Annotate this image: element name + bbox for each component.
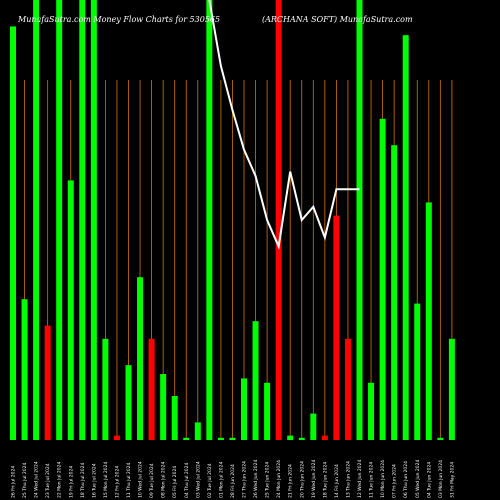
x-tick-label: 04 Thu Jul 2024 [184, 463, 190, 498]
bar [241, 378, 247, 440]
x-tick-label: 24 Wed Jul 2024 [34, 461, 40, 498]
bar [113, 435, 120, 440]
x-tick-label: 26 Wed Jun 2024 [253, 460, 259, 498]
x-tick-label: 19 Fri Jul 2024 [68, 466, 74, 498]
bar [183, 437, 190, 440]
x-tick-label: 25 Thu Jul 2024 [22, 463, 28, 498]
bar [217, 437, 224, 440]
bar [264, 382, 271, 440]
bar [275, 0, 282, 440]
bar [44, 325, 51, 440]
x-tick-label: 12 Fri Jul 2024 [114, 466, 120, 498]
bar [402, 35, 409, 440]
x-tick-label: 03 Wed Jul 2024 [195, 461, 201, 498]
x-tick-label: 22 Mon Jul 2024 [57, 461, 63, 498]
x-tick-label: 20 Thu Jun 2024 [299, 461, 305, 498]
x-tick-label: 31 Fri May 2024 [449, 462, 455, 498]
x-tick-label: 11 Tue Jun 2024 [369, 462, 375, 498]
x-tick-label: 15 Mon Jul 2024 [103, 461, 109, 498]
x-tick-label: 04 Tue Jun 2024 [426, 462, 432, 498]
x-tick-label: 06 Thu Jun 2024 [403, 461, 409, 498]
bar [160, 374, 167, 440]
x-tick-label: 24 Mon Jun 2024 [276, 460, 282, 498]
bar [379, 118, 386, 441]
bar [56, 0, 63, 440]
bar [10, 26, 16, 441]
bar [21, 299, 28, 440]
bar [356, 0, 363, 440]
bar [90, 0, 97, 440]
bar [229, 437, 236, 440]
x-tick-label: 10 Mon Jun 2024 [380, 460, 386, 498]
x-tick-label: 21 Fri Jun 2024 [288, 464, 294, 498]
bar [171, 396, 178, 440]
bar [391, 145, 398, 440]
bar [425, 202, 432, 440]
bar [137, 277, 144, 440]
x-tick-label: 28 Fri Jun 2024 [230, 464, 236, 498]
bar [287, 435, 294, 440]
bar [67, 180, 74, 440]
bar [437, 437, 444, 440]
x-tick-label: 02 Tue Jul 2024 [207, 463, 213, 498]
x-tick-label: 19 Wed Jun 2024 [311, 460, 317, 498]
x-tick-label: 10 Wed Jul 2024 [138, 461, 144, 498]
bar [333, 215, 340, 440]
bar [79, 0, 86, 440]
bar [33, 0, 40, 440]
bar [148, 338, 155, 440]
x-tick-label: 11 Thu Jul 2024 [126, 463, 132, 498]
bar [206, 0, 213, 440]
x-tick-label: 26 Fri Jul 2024 [11, 466, 17, 498]
x-tick-label: 05 Fri Jul 2024 [172, 466, 178, 498]
trend-line-group [208, 0, 360, 250]
chart-title-left: MunafaSutra.com Money Flow Charts for 53… [17, 15, 220, 24]
x-tick-labels: 26 Fri Jul 2024 25 Thu Jul 2024 24 Wed Jul… [11, 460, 456, 498]
x-tick-label: 27 Thu Jun 2024 [242, 461, 248, 498]
bar [194, 422, 201, 440]
x-tick-label: 05 Wed Jun 2024 [415, 460, 421, 498]
trend-line [208, 0, 360, 250]
bars-group [10, 0, 455, 441]
x-tick-label: 09 Tue Jul 2024 [149, 463, 155, 498]
x-tick-label: 01 Mon Jul 2024 [218, 461, 224, 498]
x-tick-label: 18 Tue Jun 2024 [322, 462, 328, 498]
x-tick-label: 18 Thu Jul 2024 [80, 463, 86, 498]
x-tick-label: 25 Tue Jun 2024 [265, 462, 271, 498]
chart-title-right: (ARCHANA SOFT) MunafaSutra.com [262, 15, 413, 24]
bar [414, 303, 421, 440]
x-tick-label: 03 Mon Jun 2024 [438, 460, 444, 498]
bar [448, 338, 455, 440]
x-tick-label: 23 Tue Jul 2024 [45, 463, 51, 498]
x-tick-label: 12 Wed Jun 2024 [357, 460, 363, 498]
x-tick-label: 14 Fri Jun 2024 [334, 464, 340, 498]
bar [125, 365, 132, 440]
x-tick-label: 07 Fri Jun 2024 [392, 464, 398, 498]
bar [368, 382, 375, 440]
bar [298, 437, 305, 440]
grid-lines [12, 80, 453, 440]
x-tick-label: 16 Tue Jul 2024 [91, 463, 97, 498]
x-tick-label: 13 Thu Jun 2024 [345, 461, 351, 498]
bar [321, 435, 328, 440]
bar [310, 413, 317, 440]
bar [102, 338, 109, 440]
bar [252, 321, 259, 440]
bar [344, 338, 351, 440]
x-tick-label: 08 Mon Jul 2024 [161, 461, 167, 498]
